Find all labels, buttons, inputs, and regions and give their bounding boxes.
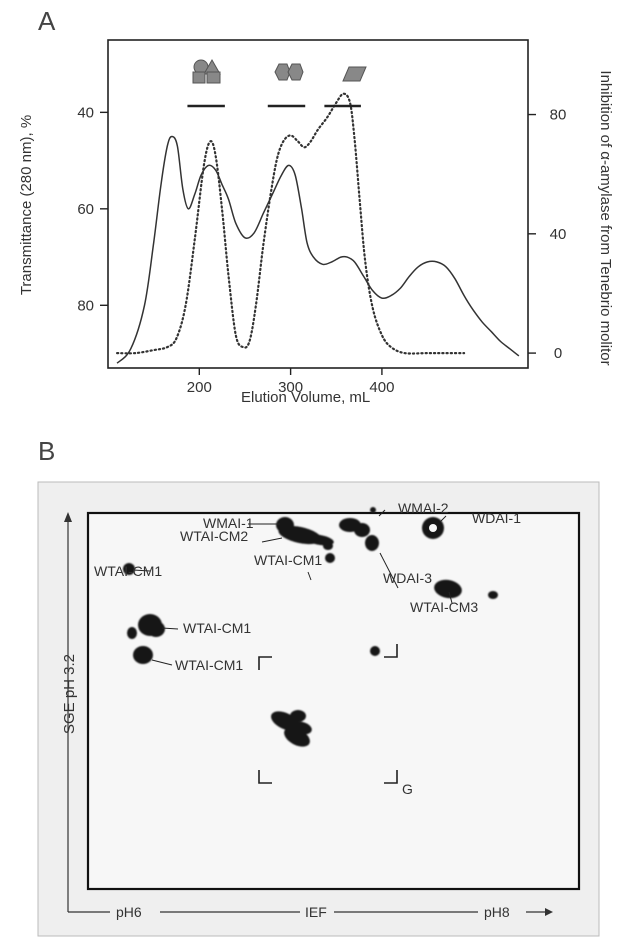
region-brackets [258,644,398,784]
ph6-label: pH6 [116,904,142,920]
gel-spot-labels: WTAI-CM1 WMAI-2 WMAI-1 WTAI-CM2 WDAI-1 W… [94,500,521,673]
x-tick-label: 200 [187,379,212,396]
gel-spot [147,621,165,637]
spot-label-wdai-1: WDAI-1 [472,510,521,526]
panel-a-letter: A [38,6,56,36]
y-tick-label: 40 [77,104,94,121]
y2-tick-label: 40 [550,226,567,243]
gel-spot [123,563,135,575]
spot-label-wmai-2: WMAI-2 [398,500,449,516]
spot-label-wdai-3: WDAI-3 [383,570,432,586]
y2-axis-title: Inhibition of α-amylase from Tenebrio mo… [597,70,614,365]
y2-tick-label: 80 [550,107,567,124]
gel-spot [488,591,498,599]
spot-label-wtai-cm3: WTAI-CM3 [410,599,478,615]
spot-label-wtai-cm2: WTAI-CM2 [180,528,248,544]
ph8-label: pH8 [484,904,510,920]
gel-spot-ring-hole [429,524,437,532]
spot-label-wtai-cm1: WTAI-CM1 [254,552,322,568]
gel-spot [354,523,370,537]
circle-triangle-square-icon [192,58,221,84]
bracket-label-g: G [402,781,413,797]
y-tick-label: 80 [77,297,94,314]
ief-label: IEF [305,904,327,920]
gel-spot [370,646,380,656]
gel-frame [86,511,581,891]
spot-label-wtai-cm1-mid-left: WTAI-CM1 [183,620,251,636]
gel-spot [133,646,153,664]
plot-frame [107,39,529,369]
x-axis-title: Elution Volume, mL [241,389,370,406]
gel-spot [290,710,306,722]
transmittance-series-line [116,135,520,364]
fraction-markers [187,58,367,108]
inhibition-series-line [116,92,466,355]
double-hexagon-icon [274,63,304,81]
gel-spot [284,727,310,747]
gel-spot [370,507,376,513]
gel-spot [323,542,333,550]
y-axis-title: Transmittance (280 nm), % [18,115,35,295]
gel-spot [365,535,379,551]
x-tick-label: 300 [278,379,303,396]
gel-spots [123,507,498,747]
gel-spot [127,627,137,639]
parallelogram-icon [342,66,367,82]
spot-label-wmai-1: WMAI-1 [203,515,254,531]
sge-axis-label: SGE pH 3.2 [61,654,78,734]
spot-label-wtai-cm1-top-left: WTAI-CM1 [94,563,162,579]
y2-tick-label: 0 [554,345,562,362]
x-tick-label: 400 [369,379,394,396]
label-leader-lines [132,509,453,666]
gel-spot [434,579,462,599]
y-tick-label: 60 [77,201,94,218]
spot-label-wtai-cm1-low-left: WTAI-CM1 [175,657,243,673]
ief-arrow-icon [526,908,553,916]
gel-spot [325,553,335,563]
panel-b-letter: B [38,436,56,466]
sge-axis-arrow [64,512,110,913]
